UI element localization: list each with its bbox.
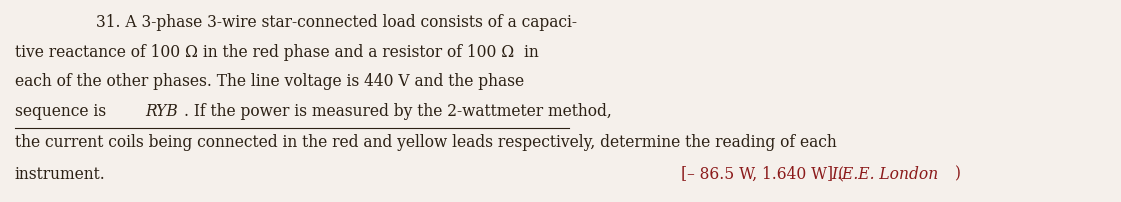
Text: 31. A 3-phase 3-wire star-connected load consists of a capaci-: 31. A 3-phase 3-wire star-connected load… (96, 14, 577, 31)
Text: [– 86.5 W, 1.640 W] (: [– 86.5 W, 1.640 W] ( (682, 165, 844, 182)
Text: ): ) (955, 165, 961, 182)
Text: each of the other phases. The line voltage is 440 V and the phase: each of the other phases. The line volta… (15, 73, 524, 90)
Text: the current coils being connected in the red and yellow leads respectively, dete: the current coils being connected in the… (15, 133, 836, 150)
Text: instrument.: instrument. (15, 165, 105, 182)
Text: RYB: RYB (145, 102, 178, 119)
Text: sequence is: sequence is (15, 102, 111, 119)
Text: I.E.E. London: I.E.E. London (831, 165, 938, 182)
Text: tive reactance of 100 Ω in the red phase and a resistor of 100 Ω  in: tive reactance of 100 Ω in the red phase… (15, 44, 538, 61)
Text: . If the power is measured by the 2-wattmeter method,: . If the power is measured by the 2-watt… (184, 102, 611, 119)
